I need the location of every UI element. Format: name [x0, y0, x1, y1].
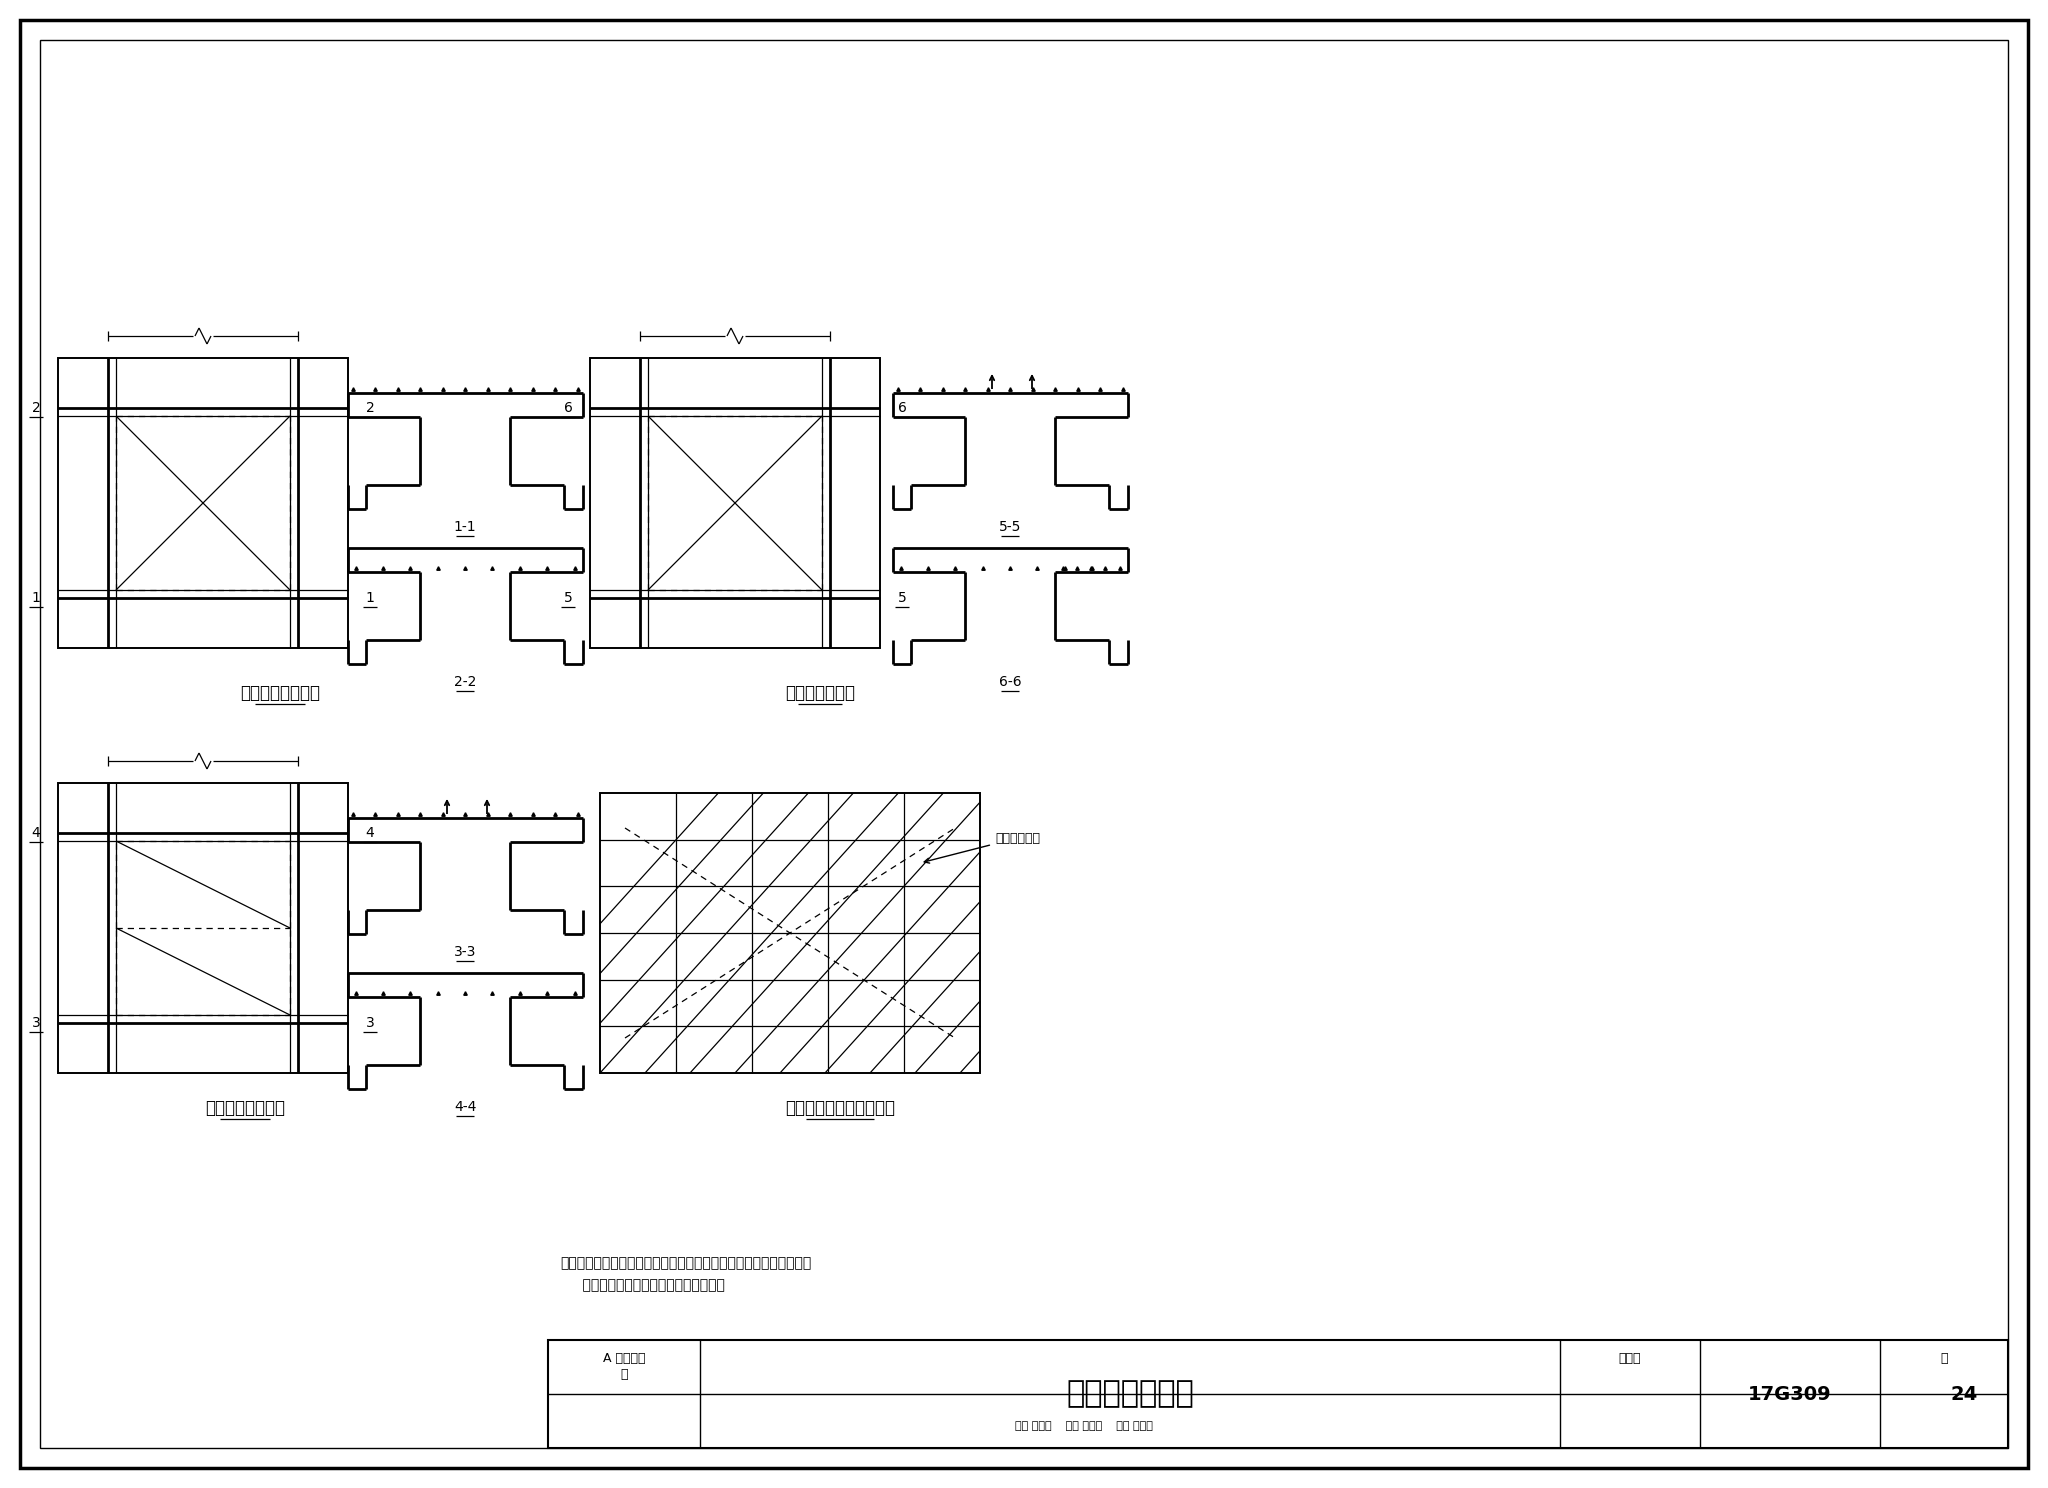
Text: 2: 2: [31, 400, 41, 415]
Text: 6-6: 6-6: [999, 676, 1022, 689]
Text: 面网铺至梁边布置: 面网铺至梁边布置: [240, 684, 319, 702]
Text: 面网防裂网布置: 面网防裂网布置: [784, 684, 854, 702]
Text: 审核 朱爱萍    校对 林振伦    设计 林国珍: 审核 朱爱萍 校对 林振伦 设计 林国珍: [1016, 1421, 1153, 1431]
Bar: [590, 359, 881, 647]
Text: 17G309: 17G309: [1749, 1384, 1831, 1403]
Text: A 楼（屋）: A 楼（屋）: [602, 1351, 645, 1364]
Bar: [600, 793, 981, 1073]
Text: 钢筋绑扎补足: 钢筋绑扎补足: [924, 832, 1040, 863]
Text: 3: 3: [31, 1016, 41, 1030]
Text: 5-5: 5-5: [999, 519, 1022, 534]
Text: 2: 2: [367, 400, 375, 415]
Text: 3-3: 3-3: [455, 945, 477, 958]
Text: 6: 6: [897, 400, 907, 415]
Text: 4: 4: [367, 826, 375, 841]
Text: 面: 面: [621, 1369, 629, 1381]
Text: 面网布置（一）: 面网布置（一）: [1067, 1379, 1194, 1409]
Bar: [549, 1341, 2007, 1448]
Text: 24: 24: [1950, 1384, 1978, 1403]
Text: 1: 1: [365, 591, 375, 606]
Text: 4-4: 4-4: [455, 1100, 477, 1115]
Text: 1: 1: [31, 591, 41, 606]
Text: 4: 4: [31, 826, 41, 841]
Text: 梁尺寸布置，不足处用单条钢筋绑扎。: 梁尺寸布置，不足处用单条钢筋绑扎。: [565, 1278, 725, 1292]
Text: 页: 页: [1939, 1351, 1948, 1364]
Text: 注：焊接网布置时受力钢筋垂直于梁，如斜角较大时，焊接网可按内: 注：焊接网布置时受力钢筋垂直于梁，如斜角较大时，焊接网可按内: [559, 1256, 811, 1269]
Text: 5: 5: [897, 591, 907, 606]
Text: 1-1: 1-1: [455, 519, 477, 534]
Text: 5: 5: [563, 591, 571, 606]
Text: 2-2: 2-2: [455, 676, 477, 689]
Text: 6: 6: [563, 400, 573, 415]
Text: 3: 3: [367, 1016, 375, 1030]
Text: 图集号: 图集号: [1618, 1351, 1640, 1364]
Bar: [57, 783, 348, 1073]
Text: 面网整张套柱布置: 面网整张套柱布置: [205, 1100, 285, 1117]
Bar: [57, 359, 348, 647]
Text: 斜交梁系板面网跨梁布置: 斜交梁系板面网跨梁布置: [784, 1100, 895, 1117]
